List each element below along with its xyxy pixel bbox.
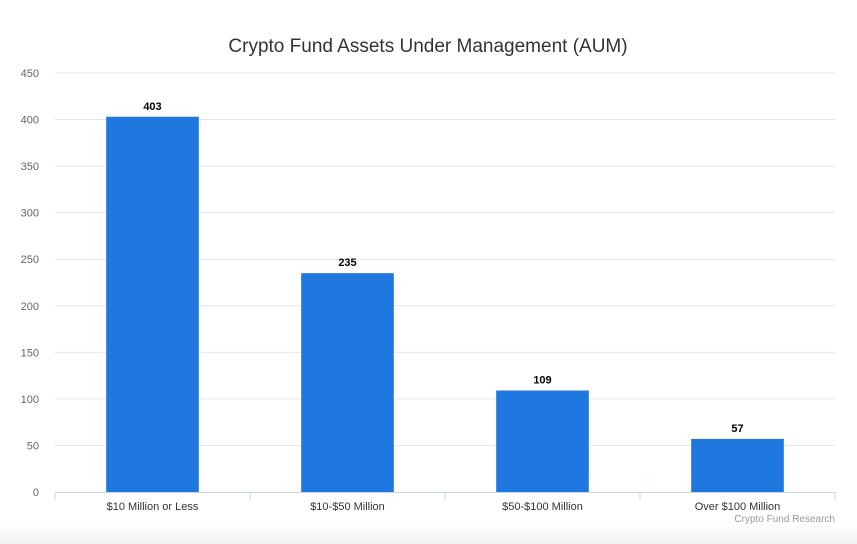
data-label: 235 <box>338 257 356 269</box>
x-tick-label: $10 Million or Less <box>107 501 199 513</box>
bar[interactable] <box>301 273 394 492</box>
data-label: 403 <box>143 101 161 113</box>
data-label: 109 <box>533 375 551 387</box>
bottom-fade <box>0 524 857 544</box>
y-tick-label: 350 <box>21 161 39 173</box>
y-tick-label: 0 <box>33 487 39 499</box>
bar[interactable] <box>496 390 589 492</box>
chart-credit[interactable]: Crypto Fund Research <box>734 514 835 525</box>
y-axis-ticks: 0 50 100 150 200 250 300 350 400 450 <box>21 68 39 499</box>
y-tick-label: 200 <box>21 301 39 313</box>
x-tick-label: $10-$50 Million <box>310 501 385 513</box>
data-label: 57 <box>731 423 743 435</box>
x-tick-label: Over $100 Million <box>695 501 781 513</box>
x-tick-label: $50-$100 Million <box>502 501 583 513</box>
y-tick-label: 300 <box>21 208 39 220</box>
y-tick-label: 150 <box>21 347 39 359</box>
y-tick-label: 400 <box>21 115 39 127</box>
y-tick-label: 450 <box>21 68 39 80</box>
bars <box>106 116 784 493</box>
y-tick-label: 100 <box>21 394 39 406</box>
x-axis: $10 Million or Less $10-$50 Million $50-$1… <box>54 492 836 513</box>
bar[interactable] <box>106 116 199 493</box>
bar[interactable] <box>691 438 784 492</box>
y-tick-label: 250 <box>21 254 39 266</box>
chart-title: Crypto Fund Assets Under Management (AUM… <box>228 36 627 57</box>
y-tick-label: 50 <box>27 440 39 452</box>
data-labels: 403 235 109 57 <box>143 101 743 435</box>
